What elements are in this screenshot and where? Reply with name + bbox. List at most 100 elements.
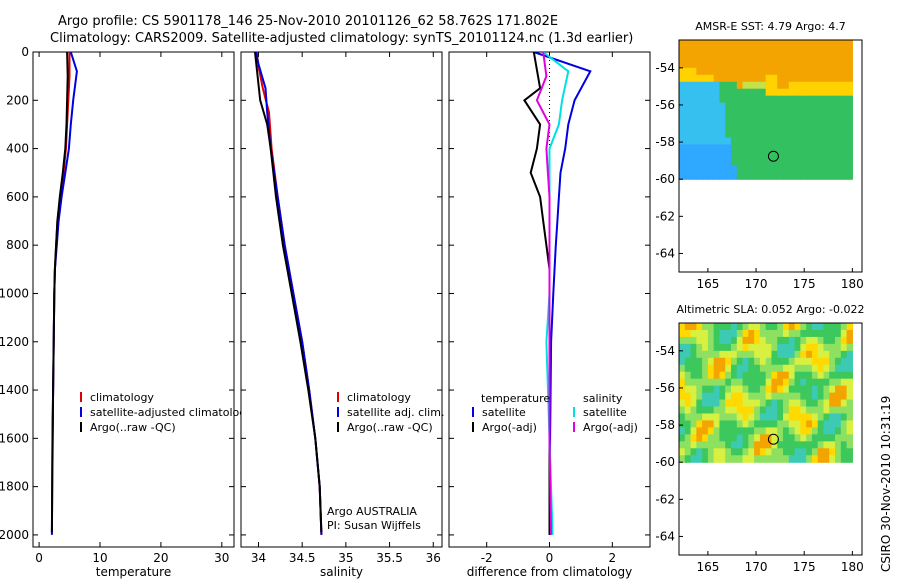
sst-field-cell (777, 95, 784, 104)
sst-field-cell (771, 53, 778, 62)
sla-field-cell (690, 406, 697, 415)
sla-field-cell (829, 420, 836, 428)
sst-field-cell (835, 67, 842, 76)
difference-legend-item: satellite (482, 406, 526, 419)
sst-field-cell (765, 81, 773, 90)
sst-field-cell (702, 116, 709, 125)
sla-field-cell (684, 378, 692, 387)
sst-field-cell (742, 165, 749, 173)
sla-field-cell (759, 392, 767, 401)
sla-field-cell (788, 364, 796, 373)
sla-field-cell (777, 427, 784, 435)
sla-field-cell (742, 364, 749, 373)
sst-field-cell (702, 151, 709, 159)
sla-field-cell (783, 441, 790, 449)
sst-lat-label: -64 (655, 246, 675, 260)
sla-field-cell (713, 385, 721, 394)
sst-field-cell (800, 137, 807, 145)
sla-field-cell (690, 385, 697, 394)
sst-field-cell (811, 53, 819, 62)
sla-field-cell (690, 427, 697, 435)
sst-field-cell (684, 130, 692, 139)
sla-field-cell (783, 364, 790, 373)
sst-field-cell (846, 60, 853, 69)
difference-series-line (535, 52, 553, 535)
sla-field-cell (823, 427, 830, 435)
sst-lon-label: 165 (696, 277, 719, 291)
depth-tick-label: 1800 (0, 480, 29, 494)
sla-field-cell (783, 427, 790, 435)
sst-field-cell (806, 151, 813, 159)
sla-field-cell (806, 441, 813, 449)
temperature-legend-item: satellite-adjusted climatology (90, 406, 253, 419)
sla-field-cell (707, 427, 715, 435)
sst-field-cell (800, 151, 807, 159)
sst-field-cell (840, 158, 848, 166)
sst-field-cell (736, 46, 744, 55)
sla-field-cell (702, 323, 709, 331)
sst-field-cell (817, 67, 825, 76)
sla-field-cell (707, 343, 715, 352)
sla-lat-label: -64 (655, 529, 675, 543)
sla-field-cell (713, 413, 721, 422)
sst-field-cell (713, 74, 721, 83)
sla-field-cell (702, 385, 709, 394)
sst-field-cell (690, 53, 697, 62)
sst-field-cell (840, 46, 848, 55)
sst-field-cell (777, 137, 784, 145)
sst-field-cell (765, 130, 773, 139)
sla-field-cell (725, 392, 732, 401)
sla-field-cell (794, 378, 801, 387)
temperature-xtick-label: 30 (214, 551, 229, 565)
sst-field-cell (777, 144, 784, 152)
sla-field-cell (811, 364, 819, 373)
sla-field-cell (719, 406, 726, 415)
sst-field-cell (788, 81, 796, 90)
sla-field-cell (829, 413, 836, 422)
sla-field-cell (817, 336, 825, 345)
sla-float-marker (767, 433, 779, 445)
sst-field-cell (725, 67, 732, 76)
sst-field-cell (777, 40, 784, 48)
sst-field-cell (736, 123, 744, 132)
sst-field-cell (731, 109, 738, 118)
sla-field-cell (719, 350, 726, 359)
sla-field-cell (725, 357, 732, 366)
sst-field-cell (696, 88, 703, 97)
sla-field-cell (823, 329, 830, 338)
sla-field-cell (817, 350, 825, 359)
sst-field-cell (707, 74, 715, 83)
sla-field-cell (748, 399, 755, 408)
sla-field-cell (800, 329, 807, 338)
sla-field-cell (817, 378, 825, 387)
sst-field-cell (835, 74, 842, 83)
sla-field-cell (846, 371, 853, 380)
sla-field-cell (684, 420, 692, 428)
sla-field-cell (788, 336, 796, 345)
sst-field-cell (719, 74, 726, 83)
sst-field-cell (759, 102, 767, 111)
sla-field-cell (679, 378, 686, 387)
sla-field-cell (707, 336, 715, 345)
sst-field-cell (829, 123, 836, 132)
sst-field-cell (725, 74, 732, 83)
sst-field-cell (696, 95, 703, 104)
sla-field-cell (702, 350, 709, 359)
sla-field-cell (765, 413, 773, 422)
sla-field-cell (759, 357, 767, 366)
sst-field-cell (725, 172, 732, 180)
sla-lat-label: -62 (655, 492, 675, 506)
sla-field-cell (725, 371, 732, 380)
sla-field-cell (811, 427, 819, 435)
salinity-legend-item: climatology (347, 391, 411, 404)
sst-field-cell (783, 60, 790, 69)
sla-field-cell (713, 350, 721, 359)
sla-field-cell (736, 336, 744, 345)
sst-field-cell (835, 109, 842, 118)
sst-field-cell (731, 74, 738, 83)
sst-field-cell (719, 46, 726, 55)
sla-field-cell (696, 406, 703, 415)
sla-field-cell (707, 323, 715, 331)
salinity-legend-item: satellite adj. clim. (347, 406, 444, 419)
watermark: CSIRO 30-Nov-2010 10:31:19 (879, 396, 893, 572)
